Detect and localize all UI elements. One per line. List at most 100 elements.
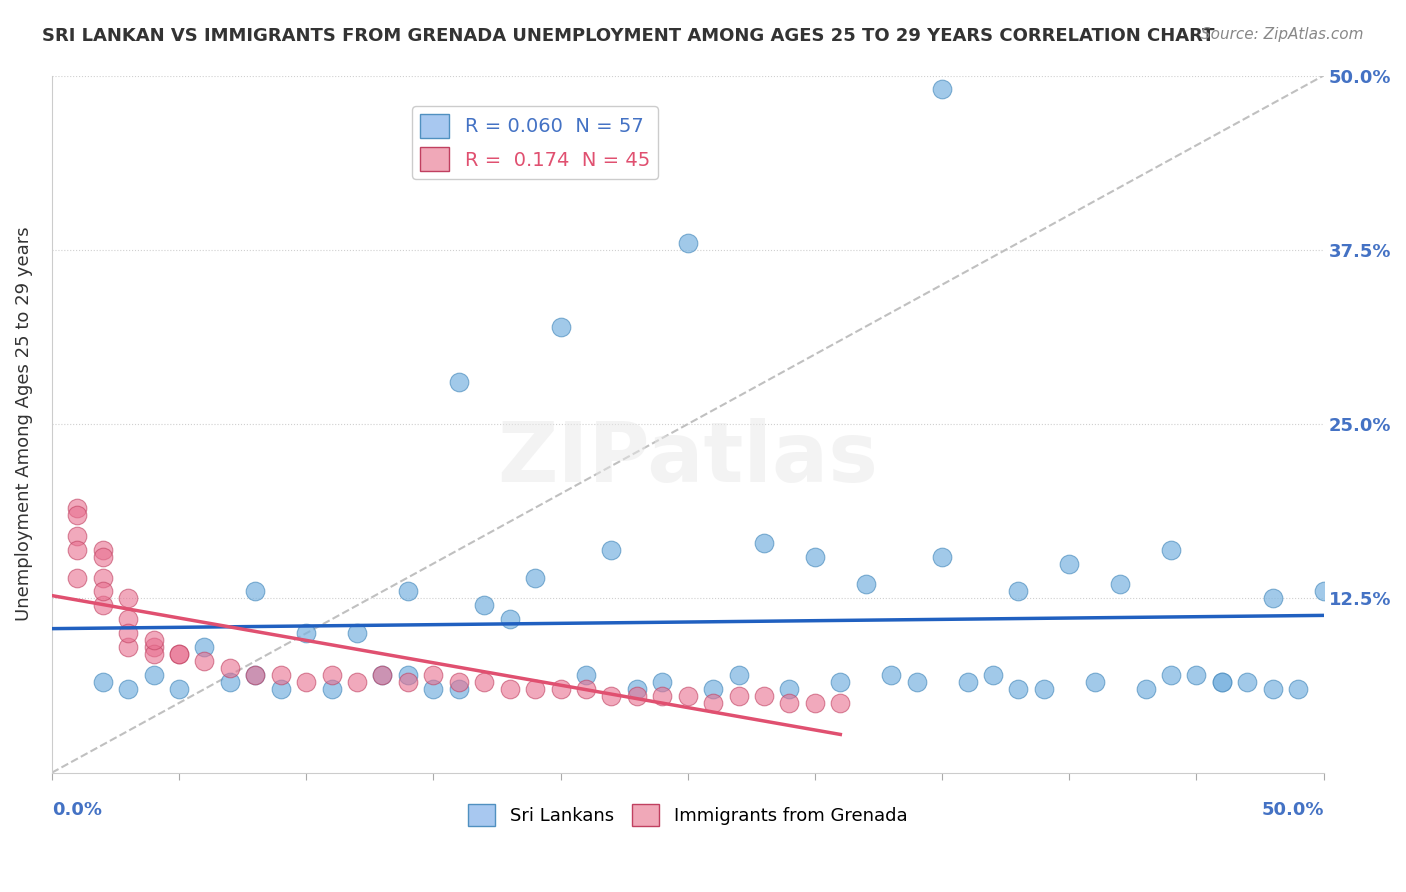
- Point: [371, 668, 394, 682]
- Point: [142, 647, 165, 661]
- Text: 50.0%: 50.0%: [1261, 801, 1323, 819]
- Point: [830, 675, 852, 690]
- Point: [371, 668, 394, 682]
- Point: [702, 696, 724, 710]
- Point: [142, 633, 165, 648]
- Point: [245, 668, 267, 682]
- Point: [270, 682, 292, 697]
- Point: [1135, 682, 1157, 697]
- Point: [727, 689, 749, 703]
- Point: [117, 626, 139, 640]
- Point: [245, 668, 267, 682]
- Point: [981, 668, 1004, 682]
- Point: [396, 584, 419, 599]
- Point: [321, 682, 343, 697]
- Point: [447, 376, 470, 390]
- Text: 0.0%: 0.0%: [52, 801, 101, 819]
- Point: [600, 689, 623, 703]
- Point: [472, 599, 495, 613]
- Point: [472, 675, 495, 690]
- Point: [498, 682, 520, 697]
- Point: [1211, 675, 1233, 690]
- Text: ZIPatlas: ZIPatlas: [498, 418, 879, 500]
- Point: [1261, 682, 1284, 697]
- Point: [1057, 557, 1080, 571]
- Point: [651, 675, 673, 690]
- Point: [447, 682, 470, 697]
- Point: [1032, 682, 1054, 697]
- Point: [295, 626, 318, 640]
- Point: [702, 682, 724, 697]
- Point: [651, 689, 673, 703]
- Point: [422, 682, 444, 697]
- Point: [66, 500, 89, 515]
- Point: [117, 591, 139, 606]
- Point: [575, 682, 598, 697]
- Point: [117, 612, 139, 626]
- Point: [193, 640, 215, 655]
- Point: [66, 529, 89, 543]
- Point: [550, 319, 572, 334]
- Point: [727, 668, 749, 682]
- Point: [855, 577, 877, 591]
- Point: [396, 668, 419, 682]
- Point: [167, 647, 190, 661]
- Point: [1007, 682, 1029, 697]
- Point: [1261, 591, 1284, 606]
- Point: [1211, 675, 1233, 690]
- Point: [1160, 542, 1182, 557]
- Point: [956, 675, 979, 690]
- Point: [1236, 675, 1258, 690]
- Point: [600, 542, 623, 557]
- Point: [91, 584, 114, 599]
- Point: [1286, 682, 1309, 697]
- Point: [447, 675, 470, 690]
- Point: [66, 508, 89, 522]
- Point: [1185, 668, 1208, 682]
- Point: [931, 549, 953, 564]
- Point: [91, 570, 114, 584]
- Point: [1160, 668, 1182, 682]
- Point: [218, 661, 240, 675]
- Point: [830, 696, 852, 710]
- Point: [1312, 584, 1334, 599]
- Point: [1007, 584, 1029, 599]
- Point: [752, 535, 775, 549]
- Y-axis label: Unemployment Among Ages 25 to 29 years: Unemployment Among Ages 25 to 29 years: [15, 227, 32, 622]
- Point: [321, 668, 343, 682]
- Point: [142, 668, 165, 682]
- Point: [167, 647, 190, 661]
- Point: [524, 682, 547, 697]
- Point: [550, 682, 572, 697]
- Point: [804, 549, 827, 564]
- Point: [167, 682, 190, 697]
- Point: [626, 682, 648, 697]
- Point: [804, 696, 827, 710]
- Point: [295, 675, 318, 690]
- Point: [396, 675, 419, 690]
- Point: [422, 668, 444, 682]
- Point: [91, 675, 114, 690]
- Point: [626, 689, 648, 703]
- Point: [245, 584, 267, 599]
- Point: [778, 696, 800, 710]
- Point: [498, 612, 520, 626]
- Point: [117, 640, 139, 655]
- Point: [524, 570, 547, 584]
- Text: SRI LANKAN VS IMMIGRANTS FROM GRENADA UNEMPLOYMENT AMONG AGES 25 TO 29 YEARS COR: SRI LANKAN VS IMMIGRANTS FROM GRENADA UN…: [42, 27, 1215, 45]
- Point: [575, 668, 598, 682]
- Point: [676, 235, 699, 250]
- Legend: Sri Lankans, Immigrants from Grenada: Sri Lankans, Immigrants from Grenada: [461, 797, 914, 833]
- Point: [193, 654, 215, 668]
- Point: [218, 675, 240, 690]
- Point: [91, 549, 114, 564]
- Point: [66, 542, 89, 557]
- Point: [66, 570, 89, 584]
- Point: [752, 689, 775, 703]
- Point: [117, 682, 139, 697]
- Point: [880, 668, 903, 682]
- Point: [1084, 675, 1107, 690]
- Point: [905, 675, 928, 690]
- Text: Source: ZipAtlas.com: Source: ZipAtlas.com: [1201, 27, 1364, 42]
- Point: [270, 668, 292, 682]
